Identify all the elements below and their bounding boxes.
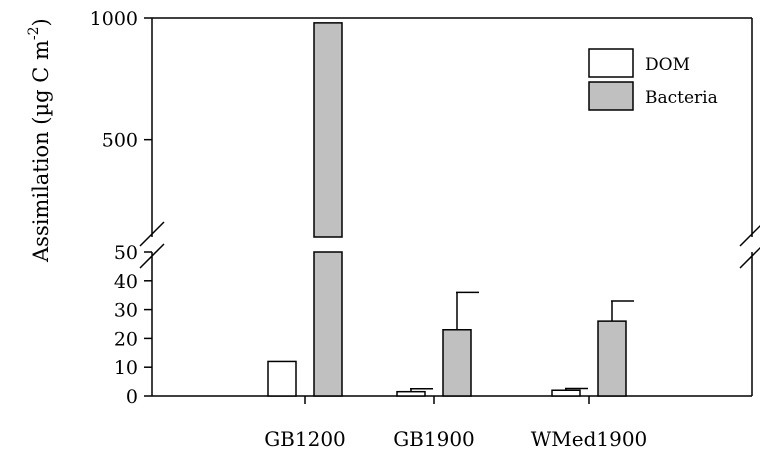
y-tick-label: 20	[114, 328, 138, 350]
bars-layer	[267, 22, 627, 397]
bar-dom-gb1200	[267, 360, 297, 397]
y-tick-label: 500	[102, 130, 138, 152]
y-axis-label-close: )	[29, 18, 53, 26]
y-tick-label: 30	[114, 300, 138, 322]
bar-bacteria-wmed1900	[597, 320, 627, 397]
y-axis-label-main: Assimilation (µg C m	[29, 40, 53, 263]
bar-dom-gb1900	[396, 390, 426, 397]
legend: DOM Bacteria	[588, 48, 718, 111]
bar-bacteria-gb1200-upper	[313, 22, 343, 238]
x-category-label: WMed1900	[531, 427, 648, 450]
legend-swatch-bacteria	[588, 81, 634, 111]
axis-break-left	[139, 221, 165, 269]
y-tick-label: 50	[114, 242, 138, 264]
bar-dom-wmed1900	[551, 389, 581, 397]
svg-text:Assimilation (µg C m-2): Assimilation (µg C m-2)	[26, 18, 53, 263]
y-axis-label: Assimilation (µg C m-2)	[26, 18, 53, 263]
x-axis-ticks: GB1200 GB1900 WMed1900	[264, 396, 647, 450]
y-axis-label-superscript: -2	[26, 26, 42, 40]
legend-label-dom: DOM	[645, 55, 690, 75]
error-bars-layer	[410, 291, 634, 392]
y-tick-label: 10	[114, 357, 138, 379]
y-tick-label: 0	[126, 386, 138, 408]
x-category-label: GB1200	[264, 427, 346, 450]
bar-bacteria-gb1200-lower	[313, 251, 343, 397]
y-tick-label: 40	[114, 271, 138, 293]
legend-swatch-dom	[588, 48, 634, 78]
axis-break-right	[739, 224, 760, 269]
y-tick-label: 1000	[90, 8, 138, 30]
y-axis-ticks: 0 10 20 30 40 50 500 1000	[90, 8, 152, 408]
bar-bacteria-gb1900	[442, 329, 472, 397]
legend-label-bacteria: Bacteria	[645, 88, 718, 108]
x-category-label: GB1900	[393, 427, 475, 450]
